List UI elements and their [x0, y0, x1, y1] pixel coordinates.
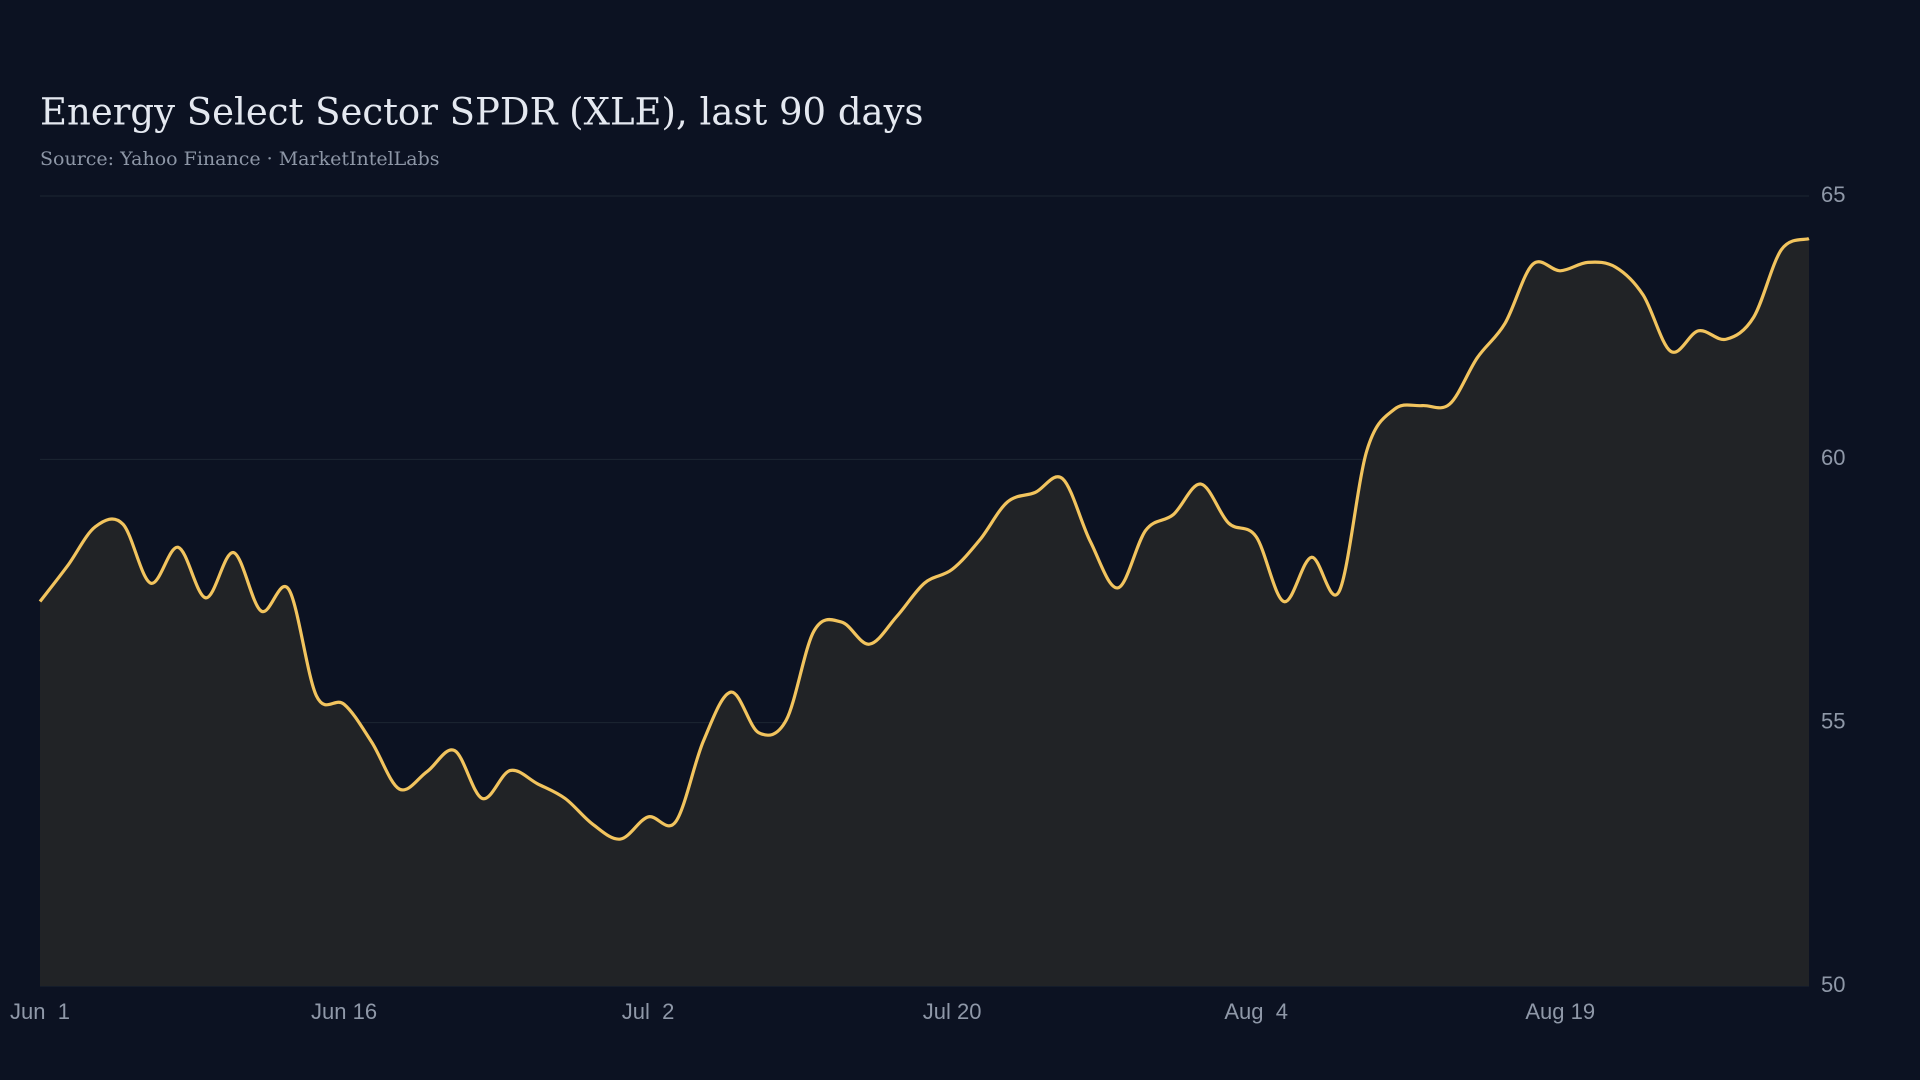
x-tick-label: Aug 4: [1224, 999, 1288, 1024]
chart-title: Energy Select Sector SPDR (XLE), last 90…: [40, 91, 923, 134]
x-tick-label: Jun 1: [10, 999, 70, 1024]
y-tick-label: 55: [1821, 708, 1845, 733]
x-tick-label: Jun 16: [311, 999, 377, 1024]
y-tick-label: 65: [1821, 182, 1845, 207]
x-tick-label: Jul 20: [923, 999, 982, 1024]
y-tick-label: 50: [1821, 972, 1845, 997]
chart-subtitle: Source: Yahoo Finance · MarketIntelLabs: [40, 148, 440, 170]
x-tick-label: Aug 19: [1525, 999, 1595, 1024]
y-tick-label: 60: [1821, 445, 1845, 470]
x-tick-label: Jul 2: [622, 999, 675, 1024]
line: [38, 237, 1810, 841]
